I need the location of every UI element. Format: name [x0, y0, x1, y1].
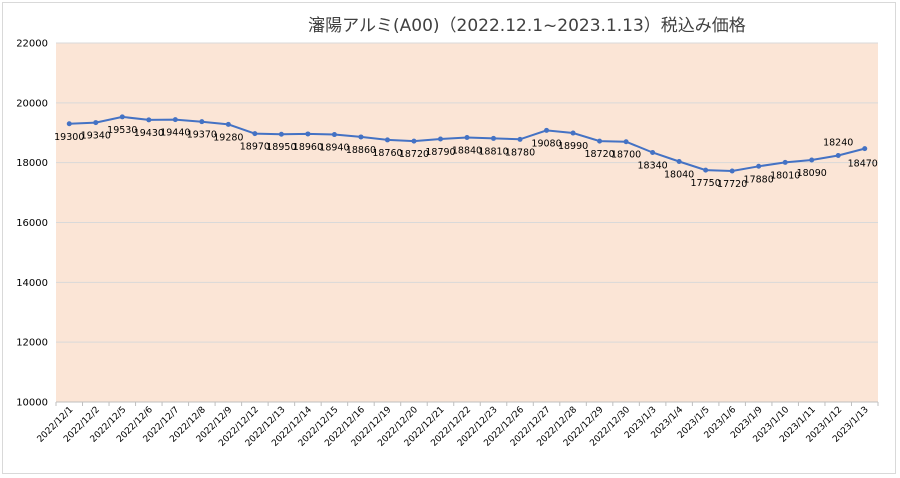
data-point: [437, 136, 443, 142]
data-label: 18950: [266, 142, 296, 153]
data-label: 18760: [372, 148, 402, 159]
data-label: 18040: [664, 169, 694, 180]
data-point: [544, 127, 550, 133]
data-label: 18790: [425, 147, 455, 158]
data-label: 18990: [558, 141, 588, 152]
data-point: [146, 117, 152, 123]
data-label: 19430: [134, 128, 164, 139]
data-point: [570, 130, 576, 136]
data-point: [809, 157, 815, 163]
data-label: 19340: [81, 131, 111, 142]
y-tick-label: 18000: [16, 158, 48, 169]
data-point: [756, 163, 762, 169]
data-label: 19300: [54, 132, 84, 143]
data-point: [305, 131, 311, 137]
y-tick-label: 16000: [16, 218, 48, 229]
data-label: 17880: [744, 174, 774, 185]
data-label: 18940: [319, 143, 349, 154]
data-point: [517, 136, 523, 142]
y-tick-label: 20000: [16, 98, 48, 109]
data-point: [729, 168, 735, 174]
data-point: [411, 138, 417, 144]
data-point: [199, 119, 205, 125]
data-point: [225, 121, 231, 127]
data-point: [597, 138, 603, 144]
y-tick-label: 10000: [16, 398, 48, 409]
data-point: [464, 135, 470, 141]
data-label: 18720: [584, 149, 614, 160]
data-label: 18780: [505, 147, 535, 158]
y-tick-label: 22000: [16, 39, 48, 50]
data-point: [623, 139, 629, 145]
data-point: [66, 121, 72, 127]
data-label: 18240: [823, 137, 853, 148]
data-point: [384, 137, 390, 143]
data-point: [676, 158, 682, 164]
data-point: [252, 131, 258, 137]
chart-title: 瀋陽アルミ(A00)（2022.12.1~2023.1.13）税込み価格: [308, 16, 746, 36]
data-label: 18810: [478, 146, 508, 157]
data-label: 18860: [346, 145, 376, 156]
data-label: 17750: [691, 178, 721, 189]
data-point: [278, 131, 284, 137]
data-label: 17720: [717, 179, 747, 190]
data-point: [93, 120, 99, 126]
data-point: [491, 135, 497, 141]
y-tick-label: 12000: [16, 338, 48, 349]
data-point: [119, 114, 125, 120]
data-label: 18010: [770, 170, 800, 181]
data-label: 19530: [107, 125, 137, 136]
data-label: 18960: [293, 142, 323, 153]
data-label: 19370: [187, 130, 217, 141]
data-label: 18340: [637, 160, 667, 171]
data-point: [172, 117, 178, 123]
data-label: 18840: [452, 146, 482, 157]
data-label: 18470: [848, 159, 878, 170]
data-label: 18720: [399, 149, 429, 160]
data-label: 19080: [531, 138, 561, 149]
data-point: [358, 134, 364, 140]
data-point: [331, 132, 337, 138]
data-label: 18090: [797, 168, 827, 179]
data-point: [782, 159, 788, 165]
data-label: 18700: [611, 150, 641, 161]
data-label: 19280: [213, 132, 243, 143]
data-point: [650, 149, 656, 155]
data-point: [835, 152, 841, 158]
data-point: [703, 167, 709, 173]
y-tick-label: 14000: [16, 278, 48, 289]
data-label: 19440: [160, 128, 190, 139]
data-point: [862, 146, 868, 152]
data-label: 18970: [240, 142, 270, 153]
